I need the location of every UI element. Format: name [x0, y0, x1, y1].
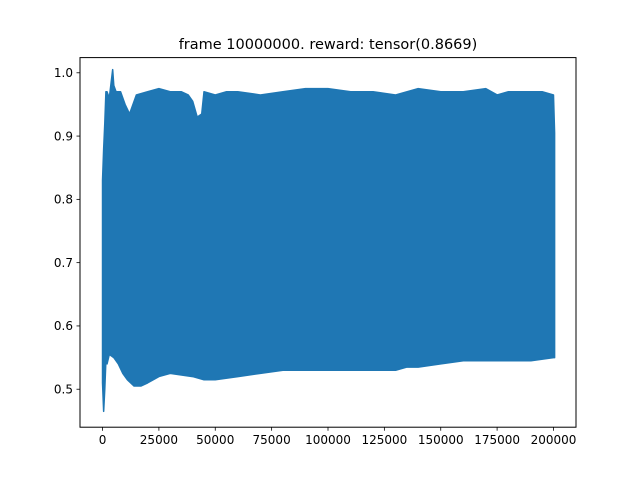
y-tick-label-4: 0.9	[54, 129, 73, 143]
y-axis: 0.5 0.6 0.7 0.8 0.9 1.0	[54, 66, 80, 396]
x-tick-label-3: 75000	[253, 433, 291, 447]
y-tick-label-0: 0.5	[54, 382, 73, 396]
x-tick-label-5: 125000	[361, 433, 407, 447]
x-axis: 0 25000 50000 75000 100000 125000 150000 175000…	[99, 427, 577, 447]
x-tick-label-7: 175000	[474, 433, 520, 447]
x-tick-label-2: 50000	[196, 433, 234, 447]
x-tick-label-8: 200000	[531, 433, 577, 447]
y-tick-label-5: 1.0	[54, 66, 73, 80]
series-layer	[101, 68, 556, 413]
series-band-0	[101, 68, 556, 413]
y-tick-label-1: 0.6	[54, 319, 73, 333]
x-tick-label-1: 25000	[140, 433, 178, 447]
chart-title: frame 10000000. reward: tensor(0.8669)	[179, 37, 478, 53]
x-tick-label-4: 100000	[305, 433, 351, 447]
x-tick-label-0: 0	[99, 433, 107, 447]
y-tick-label-3: 0.8	[54, 193, 73, 207]
y-tick-label-2: 0.7	[54, 256, 73, 270]
x-tick-label-6: 150000	[418, 433, 464, 447]
